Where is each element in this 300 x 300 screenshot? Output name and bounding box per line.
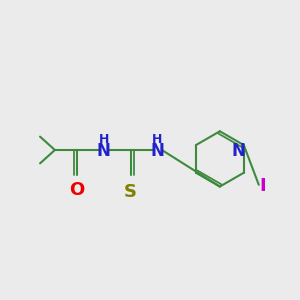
Text: N: N (151, 142, 164, 160)
Text: N: N (97, 142, 111, 160)
Text: S: S (124, 183, 137, 201)
Text: I: I (259, 177, 266, 195)
Text: N: N (232, 142, 245, 160)
Text: O: O (70, 181, 85, 199)
Text: H: H (99, 133, 109, 146)
Text: H: H (152, 133, 163, 146)
